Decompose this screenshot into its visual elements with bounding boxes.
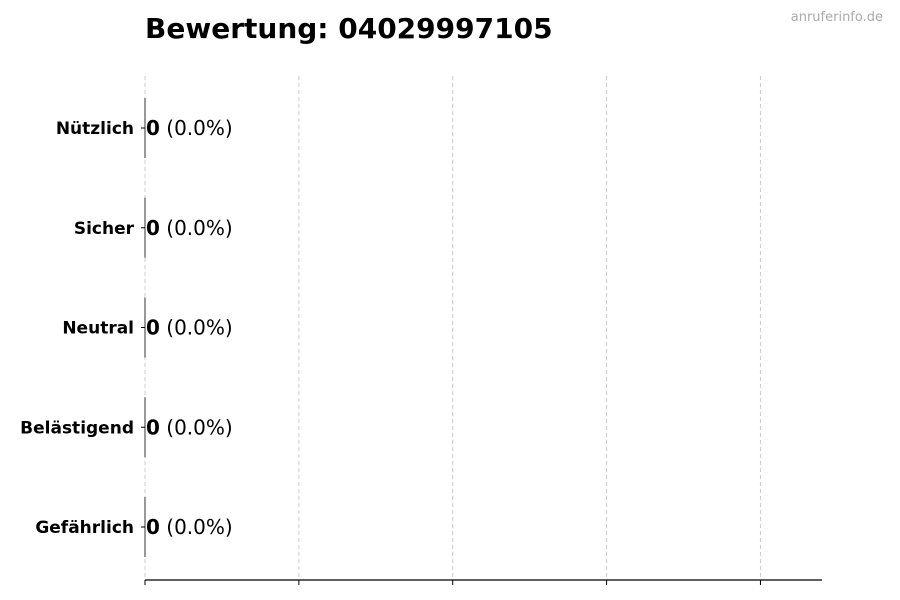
- data-label-percent: (0.0%): [160, 216, 233, 240]
- y-tick-label: Gefährlich: [35, 518, 134, 538]
- data-label-percent: (0.0%): [160, 515, 233, 539]
- data-label-count: 0: [146, 116, 160, 140]
- chart-title: Bewertung: 04029997105: [145, 12, 553, 45]
- data-label-percent: (0.0%): [160, 116, 233, 140]
- data-label-percent: (0.0%): [160, 316, 233, 340]
- data-label-count: 0: [146, 216, 160, 240]
- data-label: 0 (0.0%): [146, 216, 233, 240]
- data-label-count: 0: [146, 415, 160, 439]
- y-tick-label: Sicher: [74, 219, 135, 239]
- y-tick-label: Belästigend: [20, 418, 134, 438]
- data-label: 0 (0.0%): [146, 116, 233, 140]
- data-label: 0 (0.0%): [146, 515, 233, 539]
- data-label-count: 0: [146, 515, 160, 539]
- y-tick-label: Neutral: [62, 319, 134, 339]
- watermark: anruferinfo.de: [790, 10, 883, 25]
- data-label: 0 (0.0%): [146, 415, 233, 439]
- data-label-count: 0: [146, 316, 160, 340]
- data-label: 0 (0.0%): [146, 316, 233, 340]
- y-tick-label: Nützlich: [56, 119, 134, 139]
- data-label-percent: (0.0%): [160, 415, 233, 439]
